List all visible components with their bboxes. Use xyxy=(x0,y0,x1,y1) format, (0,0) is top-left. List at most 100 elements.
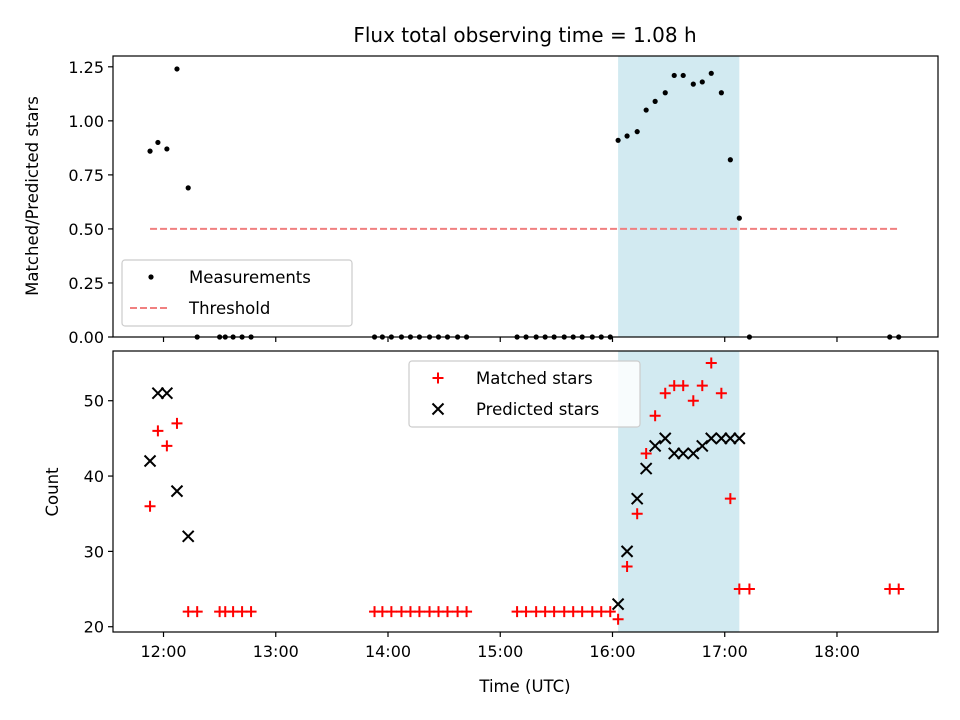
legend-label: Predicted stars xyxy=(476,400,599,419)
legend-ratio: Measurements Threshold xyxy=(121,259,353,327)
chart-title: Flux total observing time = 1.08 h xyxy=(353,23,696,47)
predicted-star-point xyxy=(705,432,718,445)
axes-frame xyxy=(112,350,939,633)
matched-star-point xyxy=(743,583,755,595)
legend-box xyxy=(121,259,353,327)
axes-frame xyxy=(112,55,939,338)
series-matched-stars xyxy=(144,357,905,625)
y-tick-label: 0.75 xyxy=(68,166,104,185)
predicted-star-point xyxy=(687,447,700,460)
predicted-star-point xyxy=(143,454,157,468)
measurement-point xyxy=(174,66,180,72)
legend-marker-plus xyxy=(432,372,444,384)
y-tick-label: 40 xyxy=(84,467,104,486)
matched-star-point xyxy=(659,387,671,399)
matched-star-point xyxy=(152,425,164,437)
matched-star-point xyxy=(612,613,624,625)
predicted-star-point xyxy=(181,530,195,543)
matched-star-point xyxy=(385,606,397,618)
measurement-point xyxy=(727,157,733,163)
measurement-point xyxy=(147,148,153,154)
legend-label: Threshold xyxy=(188,299,270,318)
y-tick-label: 0.50 xyxy=(68,220,104,239)
legend-label: Measurements xyxy=(189,268,311,287)
legend-marker-x xyxy=(431,402,445,416)
panel-ratio: 0.00 0.25 0.50 0.75 1.00 1.25 Measurements Thre… xyxy=(68,55,939,347)
y-tick-label: 1.25 xyxy=(68,58,104,77)
matched-star-point xyxy=(649,410,661,422)
measurement-point xyxy=(624,133,630,139)
x-tick-label: 14:00 xyxy=(365,642,411,661)
matched-star-point xyxy=(696,380,708,392)
matched-star-point xyxy=(621,560,633,572)
matched-star-point xyxy=(893,583,905,595)
predicted-star-point xyxy=(639,462,653,475)
predicted-star-point xyxy=(648,439,662,453)
measurement-point xyxy=(652,98,658,104)
matched-star-point xyxy=(715,387,727,399)
measurement-point xyxy=(643,107,649,113)
predicted-star-point xyxy=(611,597,625,611)
plot-layer: 0.00 0.25 0.50 0.75 1.00 1.25 Measurements Thre… xyxy=(68,55,939,661)
predicted-star-point xyxy=(715,432,728,445)
matched-star-point xyxy=(171,417,183,429)
matched-star-point xyxy=(461,606,473,618)
x-tick-label: 18:00 xyxy=(814,642,860,661)
matched-star-point xyxy=(631,508,643,520)
matched-star-point xyxy=(677,380,689,392)
predicted-star-point xyxy=(630,492,644,505)
x-tick-label: 12:00 xyxy=(140,642,186,661)
y-tick-label: 0.25 xyxy=(68,274,104,293)
legend-label: Matched stars xyxy=(476,369,593,388)
matched-star-point xyxy=(191,606,203,618)
measurement-point xyxy=(708,70,714,76)
predicted-star-point xyxy=(676,447,690,460)
measurement-point xyxy=(164,146,170,152)
top-y-axis-label: Matched/Predicted stars xyxy=(23,96,42,296)
predicted-star-point xyxy=(724,432,737,445)
x-tick-label: 15:00 xyxy=(477,642,523,661)
matched-star-point xyxy=(640,447,652,459)
y-tick-label: 1.00 xyxy=(68,112,104,131)
predicted-star-point xyxy=(620,545,634,558)
matched-star-point xyxy=(604,606,616,618)
measurement-point xyxy=(736,215,742,221)
y-tick-label: 30 xyxy=(84,542,104,561)
observing-window-span xyxy=(618,56,740,337)
matched-star-point xyxy=(576,606,588,618)
measurement-point xyxy=(718,90,724,96)
y-tick-label: 20 xyxy=(84,618,104,637)
matched-star-point xyxy=(245,606,257,618)
matched-star-point xyxy=(724,493,736,505)
legend-marker-dot xyxy=(148,274,154,280)
predicted-star-point xyxy=(170,484,184,498)
predicted-star-point xyxy=(696,439,709,453)
measurement-point xyxy=(699,79,705,85)
predicted-star-point xyxy=(151,386,165,400)
bottom-y-axis-label: Count xyxy=(43,467,62,517)
y-tick-label: 50 xyxy=(84,392,104,411)
matched-star-point xyxy=(733,583,745,595)
measurement-point xyxy=(634,129,640,135)
series-measurements xyxy=(147,66,902,340)
measurement-point xyxy=(662,90,668,96)
measurement-point xyxy=(671,72,677,79)
x-axis-label: Time (UTC) xyxy=(478,677,570,696)
x-tick-label: 13:00 xyxy=(253,642,299,661)
predicted-star-point xyxy=(668,447,681,460)
matched-star-point xyxy=(687,395,699,407)
x-tick-label: 16:00 xyxy=(589,642,635,661)
matched-star-point xyxy=(548,606,560,618)
matched-star-point xyxy=(413,606,425,618)
matched-star-point xyxy=(441,606,453,618)
predicted-star-point xyxy=(160,386,174,400)
matched-star-point xyxy=(520,606,532,618)
legend-count: Matched stars Predicted stars xyxy=(408,360,641,428)
matched-star-point xyxy=(144,500,156,512)
measurement-point xyxy=(690,81,696,87)
legend-box xyxy=(408,360,641,428)
panel-count: 20 30 40 50 12:00 13:00 14:00 15:00 16:00 17:00 18… xyxy=(84,350,939,661)
measurement-point xyxy=(155,139,161,146)
matched-star-point xyxy=(705,357,717,369)
